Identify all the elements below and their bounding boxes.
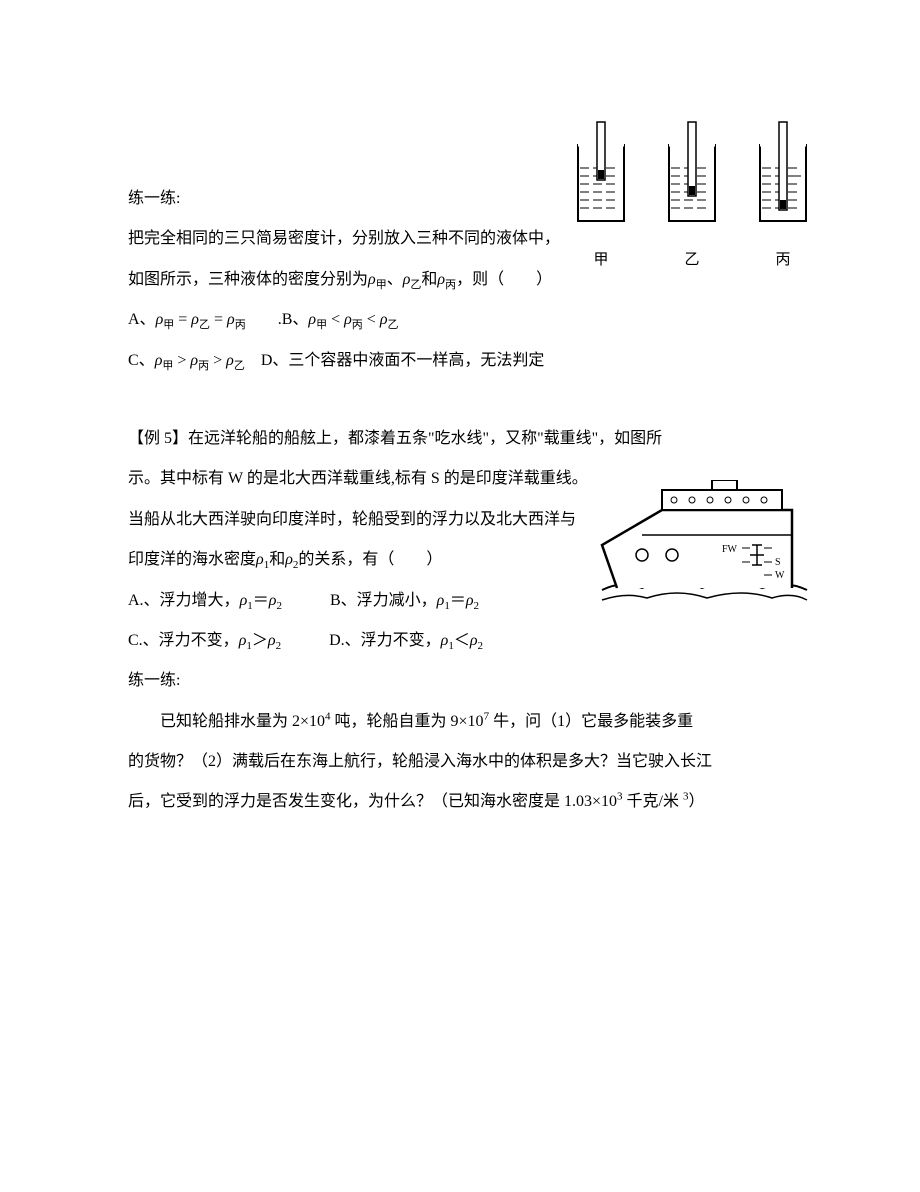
- practice1-options-ab: A、ρ甲 = ρ乙 = ρ丙 .B、ρ甲 < ρ丙 < ρ乙: [128, 301, 792, 339]
- p2-l3-mid: 千克/米: [623, 793, 683, 810]
- p1-blt1: <: [327, 311, 344, 328]
- p1-b1: 甲: [316, 319, 327, 331]
- p1-sep1: 、: [387, 271, 403, 288]
- e5-b2: 2: [474, 600, 480, 612]
- beaker-jia-icon: [563, 120, 639, 225]
- p1-b2: 丙: [352, 319, 363, 331]
- p1-aeq1: =: [174, 311, 191, 328]
- p1-cgt1: >: [173, 352, 190, 369]
- svg-text:S: S: [775, 557, 781, 568]
- beakers-figure: 甲 乙: [562, 120, 822, 250]
- example5-line1: 【例 5】在远洋轮船的船舷上，都漆着五条"吃水线"，又称"载重线"，如图所: [128, 420, 792, 458]
- svg-text:FW: FW: [722, 544, 738, 555]
- p1-c2: 丙: [198, 360, 209, 372]
- e5-cgt: ＞: [252, 632, 268, 649]
- beaker-label-1: 甲: [562, 242, 640, 278]
- p1-a1: 甲: [163, 319, 174, 331]
- p1-rho1: 甲: [376, 279, 387, 291]
- p1-d: D、三个容器中液面不一样高，无法判定: [245, 352, 545, 369]
- beaker-label-2: 乙: [653, 242, 731, 278]
- practice2-line3: 后，它受到的浮力是否发生变化，为什么？（已知海水密度是 1.03×103 千克/…: [128, 783, 792, 821]
- e5-l4-pre: 印度洋的海水密度: [128, 551, 256, 568]
- p1-rho3: 丙: [445, 279, 456, 291]
- p1-cgt2: >: [209, 352, 226, 369]
- p1-aeq2: =: [210, 311, 227, 328]
- e5-beq: ＝: [450, 592, 466, 609]
- p2-l3-post: ）: [688, 793, 704, 810]
- p2-l1-post: 牛，问（1）它最多能装多重: [489, 713, 693, 730]
- p1-blt2: <: [363, 311, 380, 328]
- e5-l4-post: 的关系，有（ ）: [298, 551, 442, 568]
- ship-figure: FW S W: [592, 480, 812, 640]
- practice2-line1: 已知轮船排水量为 2×104 吨，轮船自重为 9×107 牛，问（1）它最多能装…: [128, 703, 792, 741]
- e5-dlt: ＜: [454, 632, 470, 649]
- p2-l3-pre: 后，它受到的浮力是否发生变化，为什么？（已知海水密度是 1.03×10: [128, 793, 617, 810]
- p1-c-pre: C、: [128, 352, 155, 369]
- practice2-line2: 的货物？（2）满载后在东海上航行，轮船浸入海水中的体积是多大？当它驶入长江: [128, 743, 792, 781]
- practice1-options-cd: C、ρ甲 > ρ丙 > ρ乙 D、三个容器中液面不一样高，无法判定: [128, 342, 792, 380]
- e5-c-pre: C.、浮力不变，: [128, 632, 239, 649]
- e5-aeq: ＝: [253, 592, 269, 609]
- ship-icon: FW S W: [592, 480, 812, 640]
- e5-d-pre: D.、浮力不变，: [281, 632, 441, 649]
- e5-and: 和: [269, 551, 285, 568]
- p1-c3: 乙: [234, 360, 245, 372]
- beaker-label-3: 丙: [744, 242, 822, 278]
- p1-a-pre: A、: [128, 311, 156, 328]
- p1-a3: 丙: [235, 319, 246, 331]
- p2-l1-pre: 已知轮船排水量为 2×10: [160, 713, 325, 730]
- e5-a-pre: A.、浮力增大，: [128, 592, 240, 609]
- practice2-heading: 练一练:: [128, 662, 792, 700]
- p1-rho2: 乙: [410, 279, 421, 291]
- p2-l1-mid: 吨，轮船自重为 9×10: [331, 713, 484, 730]
- e5-b-pre: B、浮力减小，: [282, 592, 437, 609]
- p1-b-pre: .B、: [246, 311, 309, 328]
- svg-text:W: W: [775, 570, 785, 581]
- p1-sep2: 和: [421, 271, 437, 288]
- p1-b3: 乙: [388, 319, 399, 331]
- p1-l2-post: ，则（ ）: [456, 271, 552, 288]
- p1-a2: 乙: [199, 319, 210, 331]
- beaker-bing-icon: [745, 120, 821, 225]
- p1-l2-pre: 如图所示，三种液体的密度分别为: [128, 271, 368, 288]
- e5-d2: 2: [478, 640, 484, 652]
- p1-c1: 甲: [162, 360, 173, 372]
- beaker-yi-icon: [654, 120, 730, 225]
